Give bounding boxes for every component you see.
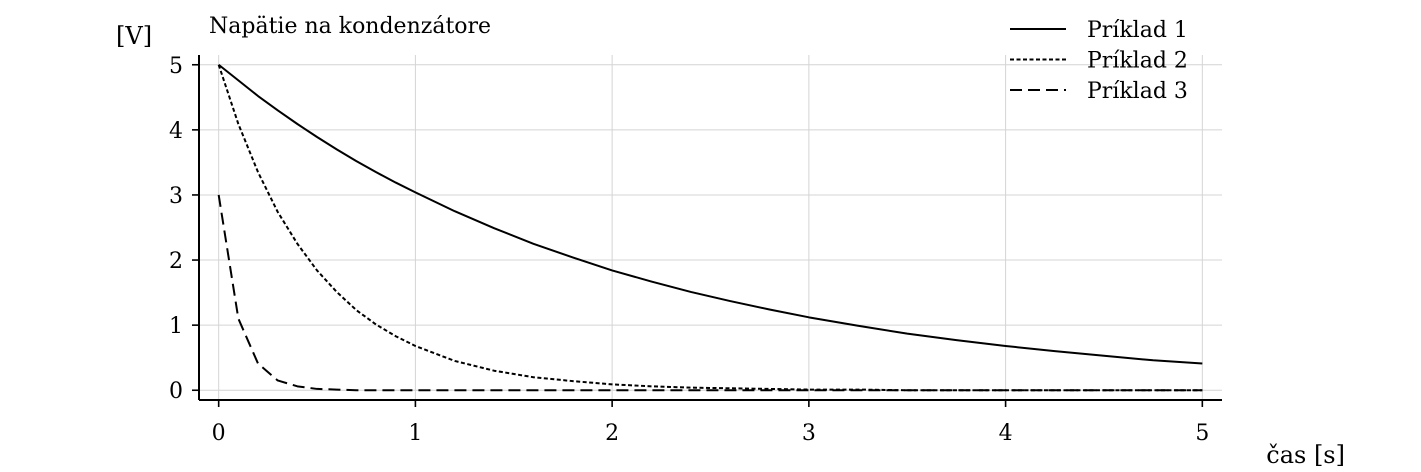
x-tick-label: 4 [999,421,1013,446]
series-lines [217,63,1203,392]
series-line-3 [217,194,1203,392]
x-tick-label: 1 [408,421,422,446]
axes [198,55,1222,401]
legend-label-2: Príklad 2 [1087,49,1188,74]
x-tick-label: 5 [1195,421,1209,446]
x-axis-title: čas [s] [1266,441,1345,469]
legend: Príklad 1 Príklad 2 Príklad 3 [1010,18,1188,104]
legend-label-1: Príklad 1 [1087,18,1188,43]
y-tick-label: 5 [169,54,183,79]
x-tick-label: 3 [802,421,816,446]
x-tick-label: 2 [605,421,619,446]
grid [199,55,1222,400]
series-line-1 [218,63,1203,365]
legend-label-3: Príklad 3 [1087,79,1188,104]
chart-title: Napätie na kondenzátore [209,14,491,39]
y-tick-label: 1 [169,314,183,339]
series-line-2 [217,64,1203,392]
y-tick-label: 3 [169,184,183,209]
x-tick-label: 0 [212,421,226,446]
ticks: 0 1 2 3 4 5 0 1 2 3 4 5 [169,54,1209,446]
y-tick-label: 0 [169,379,183,404]
y-tick-label: 4 [169,119,183,144]
y-tick-label: 2 [169,249,183,274]
y-axis-title: [V] [116,22,152,50]
